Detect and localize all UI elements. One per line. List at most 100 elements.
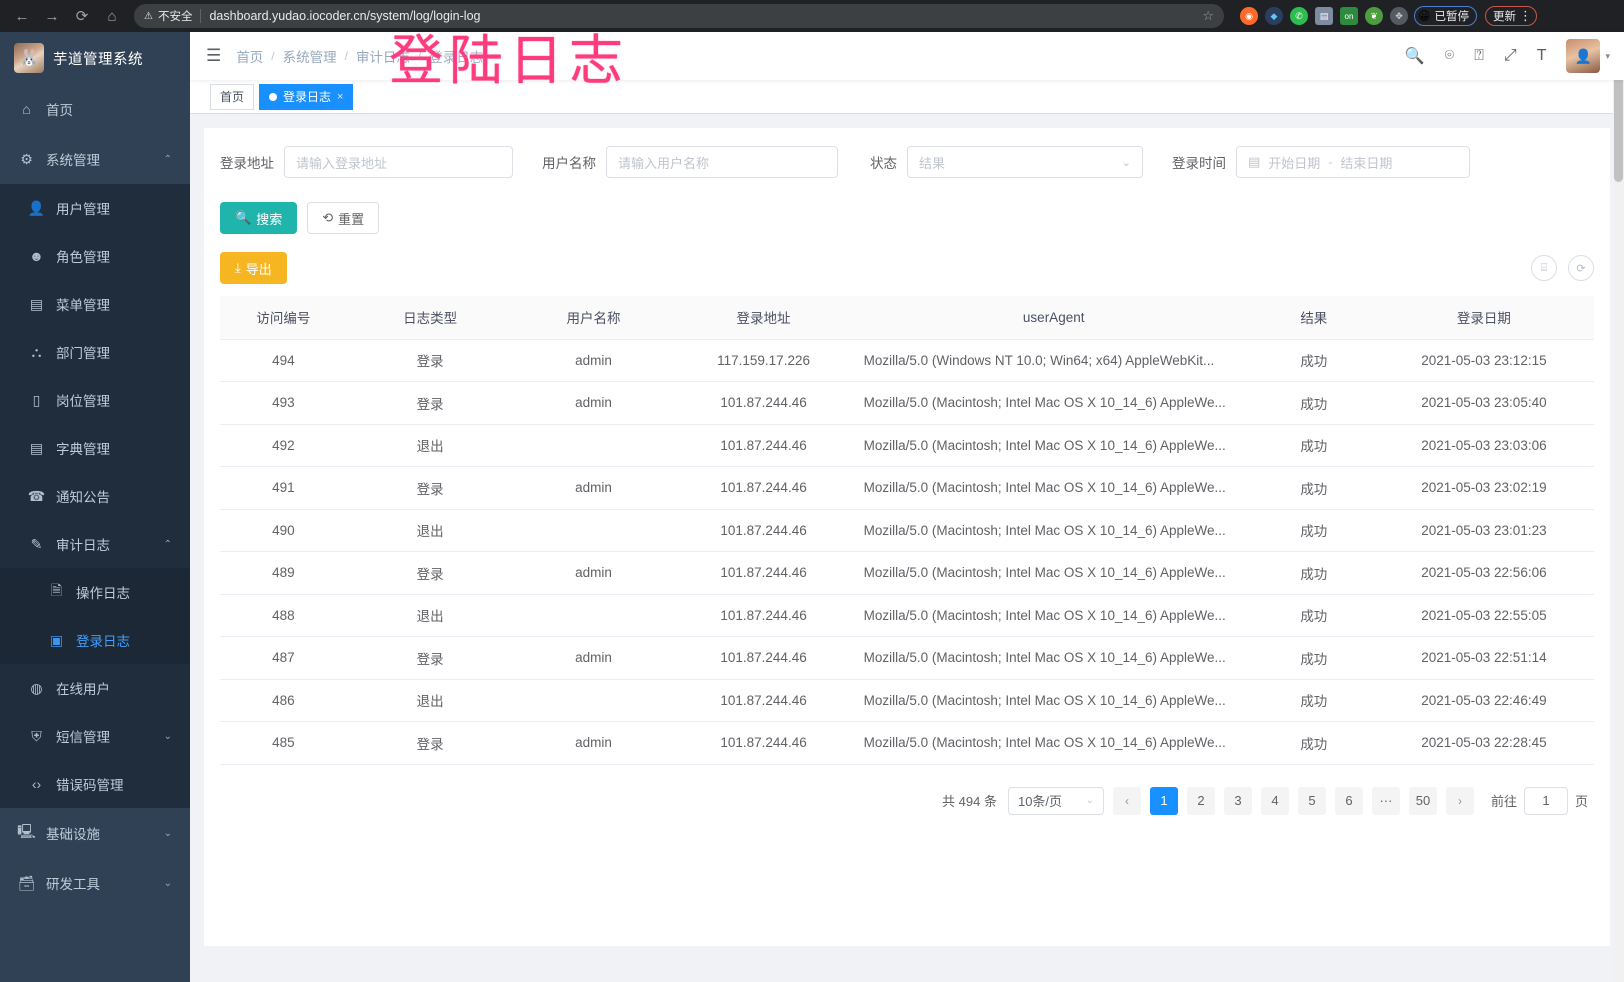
sidebar-item-login-log[interactable]: ▣ 登录日志 (0, 616, 190, 664)
cell-date: 2021-05-03 22:46:49 (1373, 679, 1594, 722)
sidebar-item-system[interactable]: ⚙ 系统管理 ⌃ (0, 134, 190, 184)
sidebar-item-roles[interactable]: ☻ 角色管理 (0, 232, 190, 280)
table-row[interactable]: 494 登录 admin 117.159.17.226 Mozilla/5.0 (Win… (220, 339, 1594, 382)
breadcrumb-item-system[interactable]: 系统管理 (282, 50, 337, 65)
page-button-3[interactable]: 3 (1223, 786, 1252, 815)
close-icon[interactable]: × (337, 90, 344, 103)
table-row[interactable]: 487 登录 admin 101.87.244.46 Mozilla/5.0 (Maci… (220, 636, 1594, 680)
firefox-extension-icon[interactable]: ◉ (1240, 7, 1258, 25)
jump-page-input[interactable]: 1 (1523, 786, 1568, 815)
sidebar-item-home[interactable]: ⌂ 首页 (0, 84, 190, 134)
sidebar-item-dictionary[interactable]: ▤ 字典管理 (0, 424, 190, 472)
sidebar-item-label: 短信管理 (56, 730, 110, 745)
table-row[interactable]: 488 退出 101.87.244.46 Mozilla/5.0 (Macintosh… (220, 594, 1594, 637)
table-row[interactable]: 485 登录 admin 101.87.244.46 Mozilla/5.0 (Maci… (220, 721, 1594, 765)
next-page-button[interactable]: › (1445, 786, 1474, 815)
breadcrumb-item-home[interactable]: 首页 (236, 50, 264, 65)
chevron-down-icon: ▾ (1605, 50, 1610, 61)
fullscreen-icon[interactable]: ⤢ (1503, 47, 1517, 64)
reload-icon[interactable]: ⟳ (75, 8, 89, 25)
refresh-icon: ⟲ (322, 210, 334, 225)
wechat-extension-icon[interactable]: ✆ (1290, 7, 1308, 25)
forward-arrow-icon[interactable]: → (44, 7, 60, 25)
cell-result: 成功 (1253, 381, 1374, 425)
prev-page-button[interactable]: ‹ (1112, 786, 1141, 815)
sidebar-item-notices[interactable]: ☎ 通知公告 (0, 472, 190, 520)
diamond-extension-icon[interactable]: ◆ (1265, 7, 1283, 25)
cell-result: 成功 (1253, 509, 1374, 552)
profile-paused-pill[interactable]: 😀 已暂停 (1414, 6, 1478, 26)
page-button-5[interactable]: 5 (1297, 786, 1326, 815)
cell-date: 2021-05-03 23:01:23 (1373, 509, 1594, 552)
brand[interactable]: 🐰 芋道管理系统 (0, 32, 190, 84)
search-button-label: 搜索 (256, 211, 283, 227)
cell-date: 2021-05-03 23:03:06 (1373, 424, 1594, 467)
more-menu-icon[interactable]: ⋮ (1519, 8, 1533, 23)
table-row[interactable]: 486 退出 101.87.244.46 Mozilla/5.0 (Macintosh… (220, 679, 1594, 722)
page-scrollbar-track[interactable] (1613, 32, 1624, 982)
help-icon[interactable]: ⍰ (1474, 47, 1484, 64)
cell-result: 成功 (1253, 594, 1374, 637)
table-row[interactable]: 491 登录 admin 101.87.244.46 Mozilla/5.0 (Maci… (220, 466, 1594, 510)
sidebar-item-error-codes[interactable]: ‹› 错误码管理 (0, 760, 190, 808)
tab-login-log[interactable]: 登录日志 × (259, 83, 354, 110)
search-button[interactable]: 🔍 搜索 (220, 202, 298, 234)
status-placeholder: 结果 (919, 155, 946, 171)
translate-extension-icon[interactable]: on (1340, 7, 1358, 25)
sidebar-item-menus[interactable]: ▤ 菜单管理 (0, 280, 190, 328)
not-secure-label: 不安全 (157, 11, 193, 23)
leaf-extension-icon[interactable]: ❦ (1365, 7, 1383, 25)
back-arrow-icon[interactable]: ← (14, 7, 30, 25)
sidebar-item-dev-tools[interactable]: 🗃 研发工具 ⌄ (0, 858, 190, 908)
page-button-6[interactable]: 6 (1334, 786, 1363, 815)
login-time-label: 登录时间 (1172, 156, 1226, 171)
page-button-1[interactable]: 1 (1149, 786, 1178, 815)
login-time-range-picker[interactable]: ▤ 开始日期 - 结束日期 (1236, 146, 1470, 178)
toolbox-icon: 🗃 (17, 874, 36, 891)
avatar-menu[interactable]: 👤 ▾ (1566, 39, 1610, 73)
login-address-input[interactable]: 请输入登录地址 (284, 146, 513, 178)
page-button-50[interactable]: 50 (1408, 786, 1437, 815)
table-row[interactable]: 490 退出 101.87.244.46 Mozilla/5.0 (Macintosh… (220, 509, 1594, 552)
reset-button[interactable]: ⟲ 重置 (307, 202, 380, 234)
sidebar-item-audit-log[interactable]: ✎ 审计日志 ⌃ (0, 520, 190, 568)
sidebar-item-online-users[interactable]: ◍ 在线用户 (0, 664, 190, 712)
density-icon[interactable]: ⌸ (1531, 255, 1557, 281)
refresh-icon[interactable]: ⟳ (1568, 255, 1594, 281)
puzzle-extension-icon[interactable]: ✥ (1390, 7, 1408, 25)
notes-extension-icon[interactable]: ▤ (1315, 7, 1333, 25)
page-scrollbar-thumb[interactable] (1614, 72, 1623, 182)
user-name-input[interactable]: 请输入用户名称 (606, 146, 838, 178)
hamburger-icon[interactable]: ☰ (206, 46, 221, 65)
sidebar-item-sms[interactable]: ⛨ 短信管理 ⌄ (0, 712, 190, 760)
breadcrumb-item-audit[interactable]: 审计日志 (355, 50, 410, 65)
status-select[interactable]: 结果 ⌄ (907, 146, 1143, 178)
update-button[interactable]: 更新 ⋮ (1485, 6, 1538, 26)
page-ellipsis[interactable]: ··· (1371, 786, 1400, 815)
sidebar-item-users[interactable]: 👤 用户管理 (0, 184, 190, 232)
tab-home[interactable]: 首页 (210, 83, 255, 110)
bookmark-star-icon[interactable]: ☆ (1202, 8, 1214, 23)
font-size-icon[interactable]: T (1536, 47, 1547, 64)
shield-icon: ⛨ (31, 727, 42, 744)
sidebar-item-departments[interactable]: ⛬ 部门管理 (0, 328, 190, 376)
sidebar-item-infrastructure[interactable]: 🖳 基础设施 ⌄ (0, 808, 190, 858)
sidebar-item-positions[interactable]: ▯ 岗位管理 (0, 376, 190, 424)
table-row[interactable]: 493 登录 admin 101.87.244.46 Mozilla/5.0 (Maci… (220, 381, 1594, 425)
page-size-select[interactable]: 10条/页 ⌄ (1007, 786, 1104, 815)
home-icon[interactable]: ⌂ (107, 7, 117, 25)
table-row[interactable]: 492 退出 101.87.244.46 Mozilla/5.0 (Macintosh… (220, 424, 1594, 467)
address-bar[interactable]: ⚠ 不安全 dashboard.yudao.iocoder.cn/system/… (134, 4, 1224, 28)
export-button[interactable]: ⤓ 导出 (220, 252, 287, 284)
sidebar-item-operation-log[interactable]: 🗎 操作日志 (0, 568, 190, 616)
chevron-down-icon: ⌄ (1085, 795, 1094, 806)
cell-date: 2021-05-03 22:28:45 (1373, 721, 1594, 765)
tabs-bar: 首页 登录日志 × (190, 80, 1624, 114)
github-icon[interactable]: ⌾ (1444, 47, 1455, 64)
table-row[interactable]: 489 登录 admin 101.87.244.46 Mozilla/5.0 (Maci… (220, 551, 1594, 595)
search-icon[interactable]: 🔍 (1404, 48, 1425, 65)
page-button-4[interactable]: 4 (1260, 786, 1289, 815)
content-card: 登录地址 请输入登录地址 用户名称 请输入用户名称 状态 结果 (204, 128, 1610, 946)
column-header-id: 访问编号 (220, 296, 347, 340)
page-button-2[interactable]: 2 (1186, 786, 1215, 815)
